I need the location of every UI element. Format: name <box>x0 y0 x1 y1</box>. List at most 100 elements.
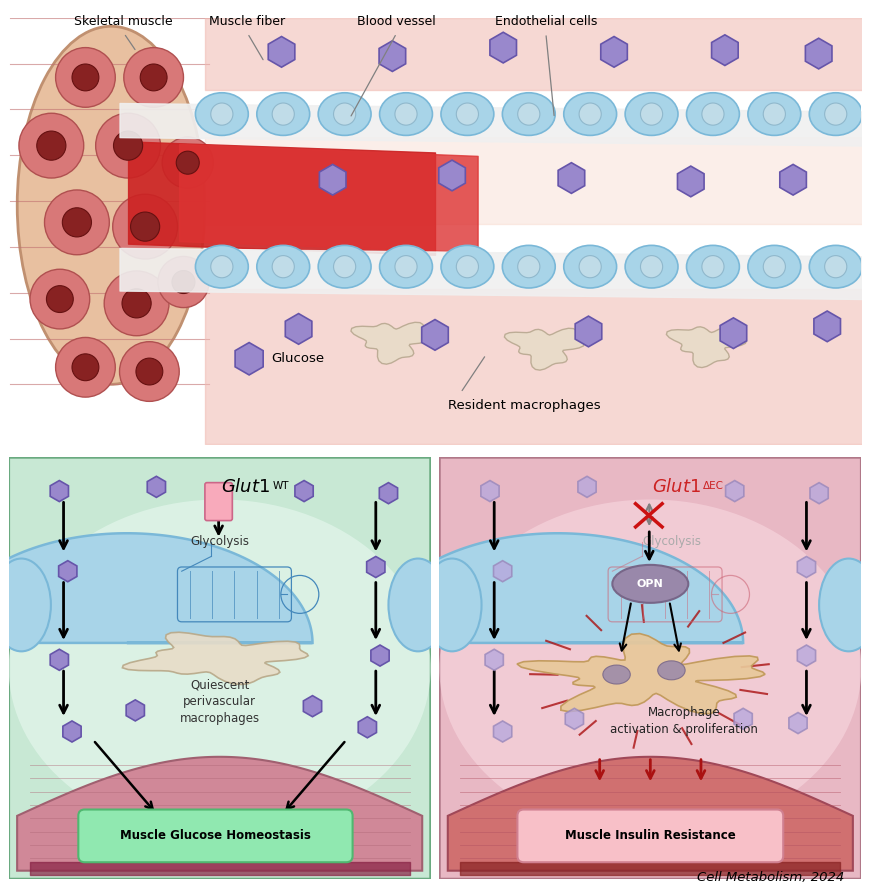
Polygon shape <box>813 311 839 342</box>
Circle shape <box>395 256 416 278</box>
Text: Resident macrophages: Resident macrophages <box>448 399 600 412</box>
Text: Glycolysis: Glycolysis <box>641 535 700 548</box>
Circle shape <box>122 289 151 318</box>
Circle shape <box>113 131 143 160</box>
Text: Blood vessel: Blood vessel <box>357 15 435 28</box>
Ellipse shape <box>196 245 248 288</box>
Text: Skeletal muscle: Skeletal muscle <box>75 15 173 28</box>
FancyBboxPatch shape <box>9 457 430 879</box>
Circle shape <box>176 151 199 174</box>
Polygon shape <box>504 329 584 370</box>
Text: Muscle Insulin Resistance: Muscle Insulin Resistance <box>564 829 735 842</box>
Circle shape <box>63 208 91 237</box>
Polygon shape <box>58 560 76 582</box>
Polygon shape <box>319 164 346 195</box>
Circle shape <box>333 256 355 278</box>
Polygon shape <box>493 721 511 742</box>
Polygon shape <box>303 695 322 717</box>
Polygon shape <box>720 318 746 348</box>
Circle shape <box>517 103 540 125</box>
Circle shape <box>130 212 160 242</box>
Polygon shape <box>809 483 827 503</box>
FancyBboxPatch shape <box>78 810 352 862</box>
Polygon shape <box>805 38 831 69</box>
Ellipse shape <box>501 245 554 288</box>
Ellipse shape <box>422 559 481 652</box>
FancyBboxPatch shape <box>439 457 860 879</box>
Text: Cell Metabolism, 2024: Cell Metabolism, 2024 <box>696 870 843 884</box>
Polygon shape <box>438 160 465 191</box>
Circle shape <box>701 256 723 278</box>
Ellipse shape <box>686 245 739 288</box>
Ellipse shape <box>318 92 370 135</box>
Polygon shape <box>126 700 144 721</box>
Ellipse shape <box>256 245 309 288</box>
Circle shape <box>395 103 416 125</box>
Polygon shape <box>379 483 397 503</box>
Ellipse shape <box>625 92 677 135</box>
Ellipse shape <box>625 245 677 288</box>
Polygon shape <box>371 534 742 643</box>
Text: Quiescent
perivascular
macrophages: Quiescent perivascular macrophages <box>179 678 260 725</box>
Text: Macrophage
activation & proliferation: Macrophage activation & proliferation <box>609 706 757 736</box>
Polygon shape <box>493 560 511 582</box>
Text: OPN: OPN <box>636 579 663 589</box>
Circle shape <box>701 103 723 125</box>
Circle shape <box>46 286 73 313</box>
Circle shape <box>456 256 478 278</box>
Circle shape <box>824 256 846 278</box>
Polygon shape <box>489 32 516 63</box>
Ellipse shape <box>256 92 309 135</box>
Circle shape <box>72 353 99 381</box>
Polygon shape <box>725 480 743 502</box>
Text: ΔEC: ΔEC <box>702 480 723 490</box>
Polygon shape <box>50 480 69 502</box>
Ellipse shape <box>0 559 50 652</box>
Circle shape <box>44 190 109 255</box>
Ellipse shape <box>808 92 861 135</box>
Ellipse shape <box>17 27 204 385</box>
Circle shape <box>119 342 179 401</box>
Ellipse shape <box>379 245 432 288</box>
Circle shape <box>762 103 785 125</box>
Polygon shape <box>796 557 814 577</box>
Circle shape <box>162 137 213 188</box>
Ellipse shape <box>563 245 616 288</box>
Polygon shape <box>600 36 627 67</box>
Polygon shape <box>733 709 752 729</box>
Circle shape <box>123 48 183 107</box>
Ellipse shape <box>612 565 687 603</box>
Polygon shape <box>295 480 313 502</box>
Polygon shape <box>711 35 737 66</box>
Circle shape <box>517 256 540 278</box>
Polygon shape <box>677 166 703 197</box>
Ellipse shape <box>441 245 494 288</box>
Circle shape <box>104 271 169 336</box>
Text: $\it{Glut1}$: $\it{Glut1}$ <box>651 478 700 496</box>
Circle shape <box>640 103 662 125</box>
FancyBboxPatch shape <box>517 810 782 862</box>
Polygon shape <box>516 633 764 714</box>
Circle shape <box>36 131 66 160</box>
Circle shape <box>72 64 99 91</box>
Ellipse shape <box>657 661 685 680</box>
Circle shape <box>272 103 294 125</box>
Polygon shape <box>358 717 376 738</box>
Ellipse shape <box>439 499 860 836</box>
Polygon shape <box>235 343 262 375</box>
Ellipse shape <box>441 92 494 135</box>
Circle shape <box>272 256 294 278</box>
Circle shape <box>157 257 209 307</box>
Circle shape <box>56 337 115 397</box>
Polygon shape <box>350 322 430 364</box>
Polygon shape <box>285 313 311 345</box>
Polygon shape <box>63 721 81 742</box>
Polygon shape <box>50 649 69 670</box>
Polygon shape <box>779 164 806 195</box>
Polygon shape <box>448 757 852 870</box>
Text: Glycolysis: Glycolysis <box>190 535 249 548</box>
Ellipse shape <box>196 92 248 135</box>
Polygon shape <box>0 534 312 643</box>
Text: WT: WT <box>272 480 289 490</box>
Ellipse shape <box>819 559 869 652</box>
